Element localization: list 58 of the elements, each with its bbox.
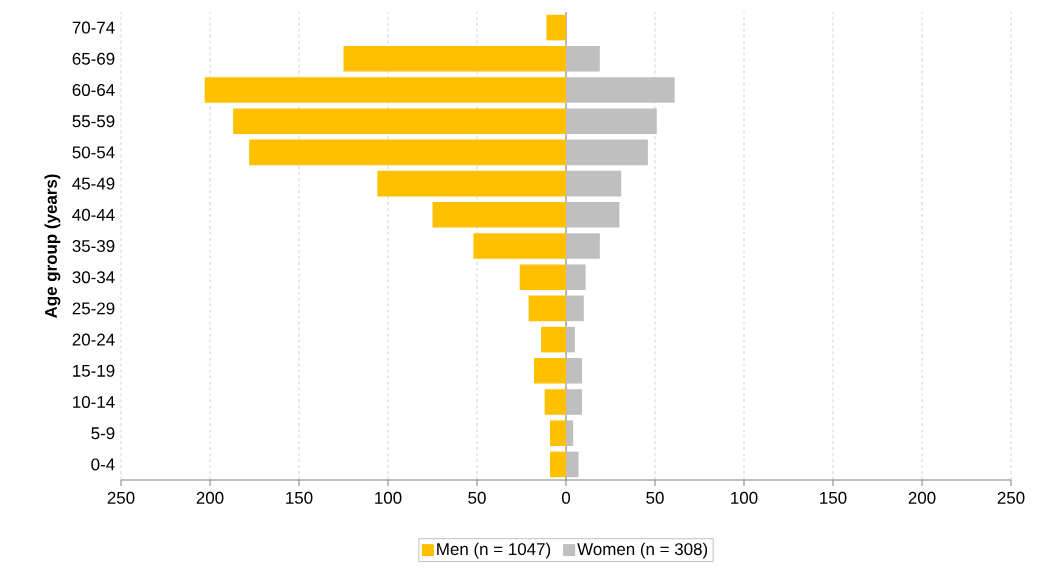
bar <box>566 77 675 103</box>
x-tick-label: 200 <box>196 491 224 504</box>
bar <box>549 420 566 446</box>
legend-label: Women (n = 308) <box>577 542 708 559</box>
y-tick-label: 35-39 <box>72 240 115 252</box>
bar <box>566 46 600 72</box>
x-tick-label: 150 <box>286 491 313 504</box>
bar <box>566 139 648 166</box>
bar <box>566 420 574 446</box>
y-tick-label: 25-29 <box>72 302 115 315</box>
bar <box>566 295 584 322</box>
x-tick-label: 200 <box>908 491 936 504</box>
bar <box>546 14 566 41</box>
bar <box>432 202 566 228</box>
y-tick-label: 0-4 <box>91 458 115 471</box>
y-tick-label: 55-59 <box>72 115 115 128</box>
x-tick-label: 150 <box>820 491 847 504</box>
x-tick-label: 50 <box>646 491 664 504</box>
y-tick-label: 40-44 <box>72 208 115 221</box>
bar <box>566 389 583 415</box>
y-tick-label: 65-69 <box>72 52 115 65</box>
y-axis-title: Age group (years) <box>44 174 61 319</box>
bar <box>533 358 566 384</box>
bar <box>377 170 566 197</box>
x-tick-label: 50 <box>468 491 486 504</box>
y-tick-label: 30-34 <box>72 271 115 284</box>
bar <box>541 326 566 353</box>
bar <box>566 108 657 134</box>
x-tick-label: 100 <box>375 491 402 504</box>
y-tick-label: 20-24 <box>72 333 115 346</box>
y-tick-label: 15-19 <box>73 364 115 377</box>
bar <box>204 77 566 103</box>
bar <box>566 326 575 353</box>
bar <box>473 233 566 259</box>
y-tick-label: 60-64 <box>72 84 115 96</box>
bar <box>549 451 566 478</box>
x-tick-label: 0 <box>561 491 571 504</box>
bar <box>566 170 622 197</box>
y-tick-label: 45-49 <box>72 177 115 190</box>
bar <box>566 233 600 259</box>
bar <box>566 202 620 228</box>
x-tick-label: 100 <box>731 491 758 504</box>
y-tick-label: 50-54 <box>72 146 115 159</box>
bar <box>519 264 566 290</box>
x-tick-label: 250 <box>997 491 1025 504</box>
bar <box>233 108 566 134</box>
bar <box>566 451 579 478</box>
legend-label: Men (n = 1047) <box>437 542 551 559</box>
bar <box>528 295 566 322</box>
x-tick-label: 250 <box>107 491 135 504</box>
bar <box>249 139 566 166</box>
bar <box>566 264 586 290</box>
bar <box>566 358 583 384</box>
bar <box>544 389 566 415</box>
y-tick-label: 10-14 <box>73 396 115 408</box>
y-tick-label: 5-9 <box>91 427 115 440</box>
y-tick-label: 70-74 <box>72 21 115 34</box>
bar <box>343 46 566 72</box>
